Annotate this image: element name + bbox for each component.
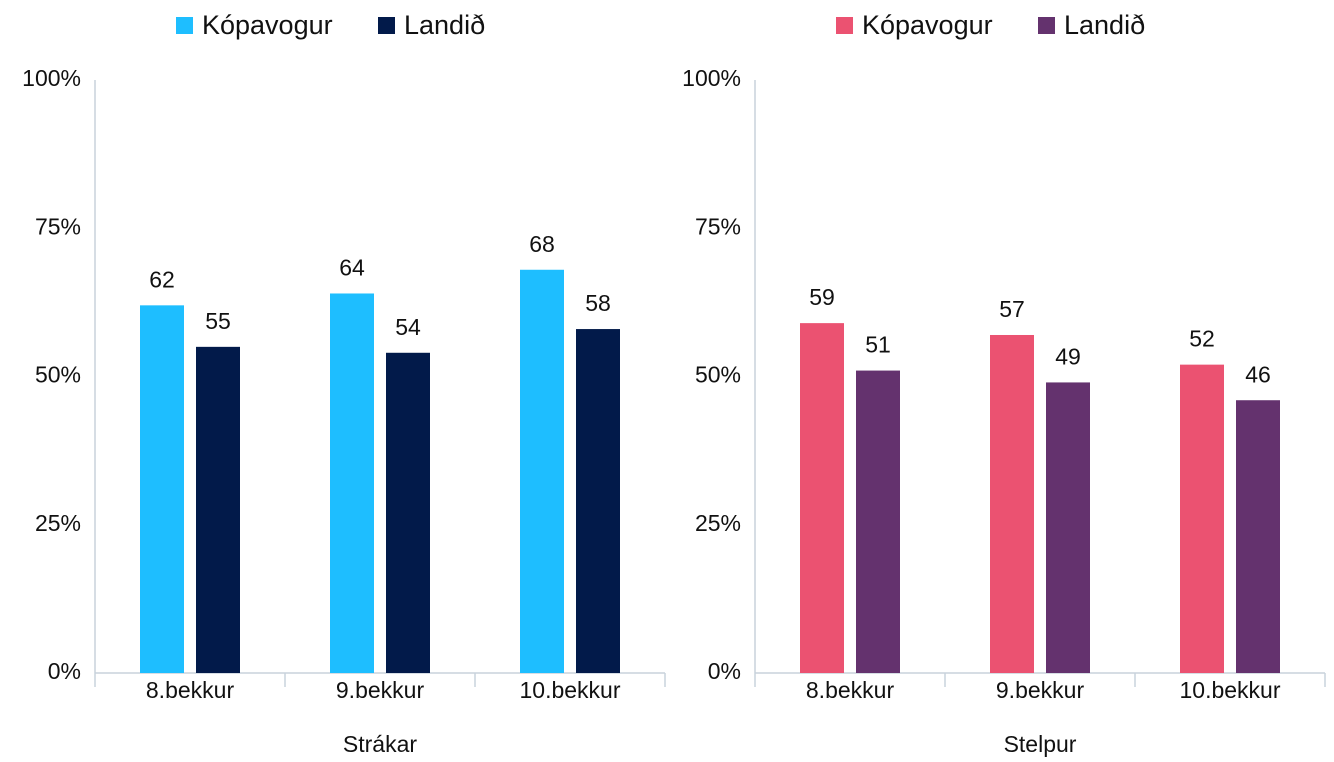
- x-tick-label: 9.bekkur: [996, 677, 1085, 703]
- bar: [330, 293, 374, 673]
- data-label: 68: [529, 231, 555, 257]
- bar: [800, 323, 844, 673]
- data-label: 55: [205, 308, 231, 334]
- y-tick-label: 0%: [48, 658, 81, 684]
- y-tick-label: 100%: [22, 65, 81, 91]
- bar: [1046, 382, 1090, 673]
- data-label: 46: [1245, 361, 1271, 387]
- x-tick-label: 8.bekkur: [146, 677, 235, 703]
- x-axis-label: Strákar: [343, 731, 417, 757]
- bar: [386, 352, 430, 673]
- bar: [576, 329, 620, 673]
- bar: [856, 370, 900, 673]
- data-label: 49: [1055, 344, 1081, 370]
- y-tick-label: 25%: [695, 510, 741, 536]
- bar: [1180, 364, 1224, 673]
- bar: [196, 346, 240, 673]
- y-tick-label: 75%: [695, 213, 741, 239]
- legend-swatch: [378, 17, 395, 34]
- y-tick-label: 25%: [35, 510, 81, 536]
- bar: [1236, 400, 1280, 673]
- legend-swatch: [1038, 17, 1055, 34]
- bar: [520, 269, 564, 673]
- legend-text: Landið: [404, 10, 485, 40]
- bar: [990, 334, 1034, 673]
- legend-text: Kópavogur: [862, 10, 993, 40]
- x-axis-label: Stelpur: [1004, 731, 1077, 757]
- data-label: 58: [585, 290, 611, 316]
- legend-swatch: [836, 17, 853, 34]
- y-tick-label: 75%: [35, 213, 81, 239]
- legend-swatch: [176, 17, 193, 34]
- x-tick-label: 10.bekkur: [1179, 677, 1280, 703]
- data-label: 51: [865, 332, 891, 358]
- y-tick-label: 50%: [35, 362, 81, 388]
- bar: [140, 305, 184, 673]
- y-tick-label: 100%: [682, 65, 741, 91]
- legend-text: Kópavogur: [202, 10, 333, 40]
- data-label: 59: [809, 284, 835, 310]
- data-label: 52: [1189, 326, 1215, 352]
- data-label: 64: [339, 255, 365, 281]
- data-label: 62: [149, 266, 175, 292]
- x-tick-label: 8.bekkur: [806, 677, 895, 703]
- legend-text: Landið: [1064, 10, 1145, 40]
- y-tick-label: 0%: [708, 658, 741, 684]
- x-tick-label: 9.bekkur: [336, 677, 425, 703]
- data-label: 54: [395, 314, 421, 340]
- y-tick-label: 50%: [695, 362, 741, 388]
- data-label: 57: [999, 296, 1025, 322]
- x-tick-label: 10.bekkur: [519, 677, 620, 703]
